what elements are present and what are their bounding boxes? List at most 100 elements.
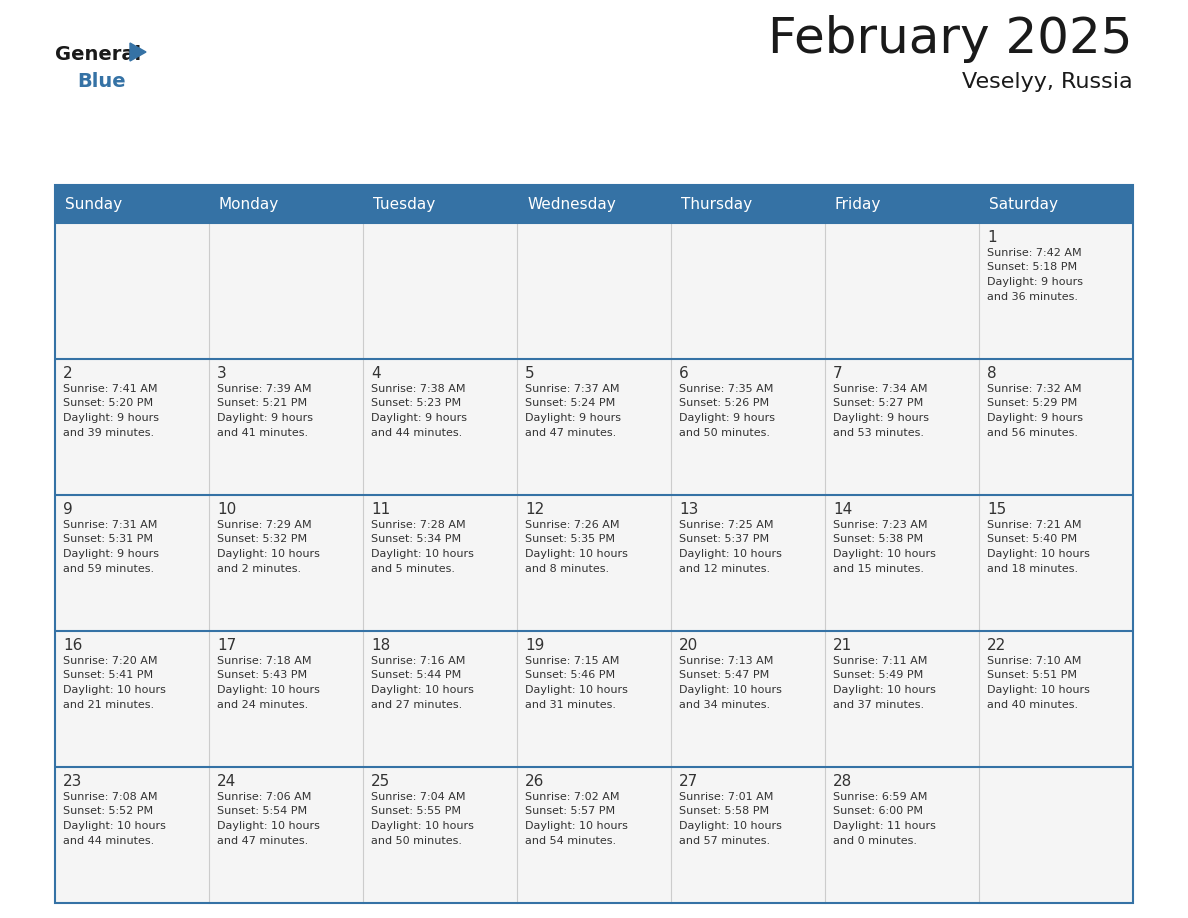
Text: 25: 25 bbox=[371, 774, 390, 789]
Text: Tuesday: Tuesday bbox=[373, 196, 435, 211]
Text: and 39 minutes.: and 39 minutes. bbox=[63, 428, 154, 438]
Text: Daylight: 10 hours: Daylight: 10 hours bbox=[525, 685, 628, 695]
Text: and 27 minutes.: and 27 minutes. bbox=[371, 700, 462, 710]
Text: Monday: Monday bbox=[219, 196, 279, 211]
Bar bbox=[671, 495, 824, 631]
Text: Sunrise: 7:32 AM: Sunrise: 7:32 AM bbox=[987, 384, 1081, 394]
Bar bbox=[979, 359, 1133, 495]
Text: Sunset: 5:23 PM: Sunset: 5:23 PM bbox=[371, 398, 461, 409]
Text: Sunrise: 7:10 AM: Sunrise: 7:10 AM bbox=[987, 656, 1081, 666]
Text: Sunrise: 7:18 AM: Sunrise: 7:18 AM bbox=[217, 656, 311, 666]
Text: Sunset: 5:27 PM: Sunset: 5:27 PM bbox=[833, 398, 923, 409]
Bar bbox=[55, 631, 209, 767]
Text: Blue: Blue bbox=[77, 72, 126, 91]
Text: 5: 5 bbox=[525, 366, 535, 381]
Text: Sunset: 5:41 PM: Sunset: 5:41 PM bbox=[63, 670, 153, 680]
Text: Daylight: 10 hours: Daylight: 10 hours bbox=[680, 549, 782, 559]
Bar bbox=[671, 359, 824, 495]
Text: and 0 minutes.: and 0 minutes. bbox=[833, 835, 917, 845]
Text: and 40 minutes.: and 40 minutes. bbox=[987, 700, 1079, 710]
Text: Sunset: 5:46 PM: Sunset: 5:46 PM bbox=[525, 670, 615, 680]
Text: and 37 minutes.: and 37 minutes. bbox=[833, 700, 924, 710]
Bar bbox=[55, 767, 209, 903]
Text: 9: 9 bbox=[63, 502, 72, 517]
Text: Daylight: 10 hours: Daylight: 10 hours bbox=[371, 821, 474, 831]
Text: and 12 minutes.: and 12 minutes. bbox=[680, 564, 770, 574]
Bar bbox=[364, 495, 517, 631]
Text: Sunrise: 7:21 AM: Sunrise: 7:21 AM bbox=[987, 520, 1081, 530]
Text: Sunrise: 7:11 AM: Sunrise: 7:11 AM bbox=[833, 656, 928, 666]
Text: Sunset: 5:43 PM: Sunset: 5:43 PM bbox=[217, 670, 308, 680]
Text: General: General bbox=[55, 45, 141, 64]
Bar bbox=[364, 223, 517, 359]
Text: and 2 minutes.: and 2 minutes. bbox=[217, 564, 301, 574]
Text: Sunrise: 7:20 AM: Sunrise: 7:20 AM bbox=[63, 656, 158, 666]
Text: Daylight: 10 hours: Daylight: 10 hours bbox=[217, 685, 320, 695]
Text: Sunrise: 7:02 AM: Sunrise: 7:02 AM bbox=[525, 792, 619, 802]
Text: Daylight: 10 hours: Daylight: 10 hours bbox=[217, 549, 320, 559]
Text: Sunset: 5:51 PM: Sunset: 5:51 PM bbox=[987, 670, 1078, 680]
Text: Sunrise: 7:06 AM: Sunrise: 7:06 AM bbox=[217, 792, 311, 802]
Text: Sunrise: 7:42 AM: Sunrise: 7:42 AM bbox=[987, 248, 1081, 258]
Bar bbox=[209, 185, 364, 223]
Text: 2: 2 bbox=[63, 366, 72, 381]
Bar bbox=[209, 359, 364, 495]
Text: Sunset: 5:38 PM: Sunset: 5:38 PM bbox=[833, 534, 923, 544]
Text: 17: 17 bbox=[217, 638, 236, 653]
Text: Sunset: 5:31 PM: Sunset: 5:31 PM bbox=[63, 534, 153, 544]
Bar bbox=[55, 185, 209, 223]
Text: February 2025: February 2025 bbox=[769, 15, 1133, 63]
Text: Daylight: 10 hours: Daylight: 10 hours bbox=[833, 549, 936, 559]
Bar bbox=[55, 223, 209, 359]
Text: Sunrise: 7:16 AM: Sunrise: 7:16 AM bbox=[371, 656, 466, 666]
Text: and 59 minutes.: and 59 minutes. bbox=[63, 564, 154, 574]
Text: 3: 3 bbox=[217, 366, 227, 381]
Text: Daylight: 10 hours: Daylight: 10 hours bbox=[217, 821, 320, 831]
Text: Sunday: Sunday bbox=[65, 196, 122, 211]
Text: 15: 15 bbox=[987, 502, 1006, 517]
Bar bbox=[364, 631, 517, 767]
Text: Sunrise: 7:13 AM: Sunrise: 7:13 AM bbox=[680, 656, 773, 666]
Text: and 57 minutes.: and 57 minutes. bbox=[680, 835, 770, 845]
Bar bbox=[517, 223, 671, 359]
Text: and 18 minutes.: and 18 minutes. bbox=[987, 564, 1079, 574]
Text: Sunset: 5:55 PM: Sunset: 5:55 PM bbox=[371, 807, 461, 816]
Bar bbox=[55, 495, 209, 631]
Bar bbox=[517, 495, 671, 631]
Text: Daylight: 9 hours: Daylight: 9 hours bbox=[63, 413, 159, 423]
Text: and 50 minutes.: and 50 minutes. bbox=[680, 428, 770, 438]
Text: and 36 minutes.: and 36 minutes. bbox=[987, 292, 1078, 301]
Text: Daylight: 9 hours: Daylight: 9 hours bbox=[63, 549, 159, 559]
Text: Daylight: 10 hours: Daylight: 10 hours bbox=[833, 685, 936, 695]
Text: Sunrise: 7:23 AM: Sunrise: 7:23 AM bbox=[833, 520, 928, 530]
Text: 13: 13 bbox=[680, 502, 699, 517]
Text: Friday: Friday bbox=[835, 196, 881, 211]
Text: 26: 26 bbox=[525, 774, 544, 789]
Text: 20: 20 bbox=[680, 638, 699, 653]
Bar bbox=[824, 185, 979, 223]
Bar bbox=[671, 185, 824, 223]
Text: Sunrise: 7:25 AM: Sunrise: 7:25 AM bbox=[680, 520, 773, 530]
Text: Daylight: 9 hours: Daylight: 9 hours bbox=[987, 413, 1083, 423]
Text: Daylight: 10 hours: Daylight: 10 hours bbox=[987, 685, 1089, 695]
Bar bbox=[364, 185, 517, 223]
Text: Daylight: 10 hours: Daylight: 10 hours bbox=[371, 549, 474, 559]
Text: 7: 7 bbox=[833, 366, 842, 381]
Text: Sunset: 5:35 PM: Sunset: 5:35 PM bbox=[525, 534, 615, 544]
Text: Sunrise: 7:41 AM: Sunrise: 7:41 AM bbox=[63, 384, 158, 394]
Text: and 47 minutes.: and 47 minutes. bbox=[525, 428, 617, 438]
Text: Thursday: Thursday bbox=[681, 196, 752, 211]
Text: Daylight: 10 hours: Daylight: 10 hours bbox=[63, 821, 166, 831]
Text: Sunrise: 7:38 AM: Sunrise: 7:38 AM bbox=[371, 384, 466, 394]
Bar bbox=[209, 495, 364, 631]
Bar bbox=[824, 359, 979, 495]
Text: and 53 minutes.: and 53 minutes. bbox=[833, 428, 924, 438]
Text: Daylight: 10 hours: Daylight: 10 hours bbox=[680, 821, 782, 831]
Text: 18: 18 bbox=[371, 638, 390, 653]
Text: Sunset: 5:40 PM: Sunset: 5:40 PM bbox=[987, 534, 1078, 544]
Text: 28: 28 bbox=[833, 774, 852, 789]
Text: Daylight: 9 hours: Daylight: 9 hours bbox=[833, 413, 929, 423]
Bar bbox=[979, 223, 1133, 359]
Text: 8: 8 bbox=[987, 366, 997, 381]
Text: 12: 12 bbox=[525, 502, 544, 517]
